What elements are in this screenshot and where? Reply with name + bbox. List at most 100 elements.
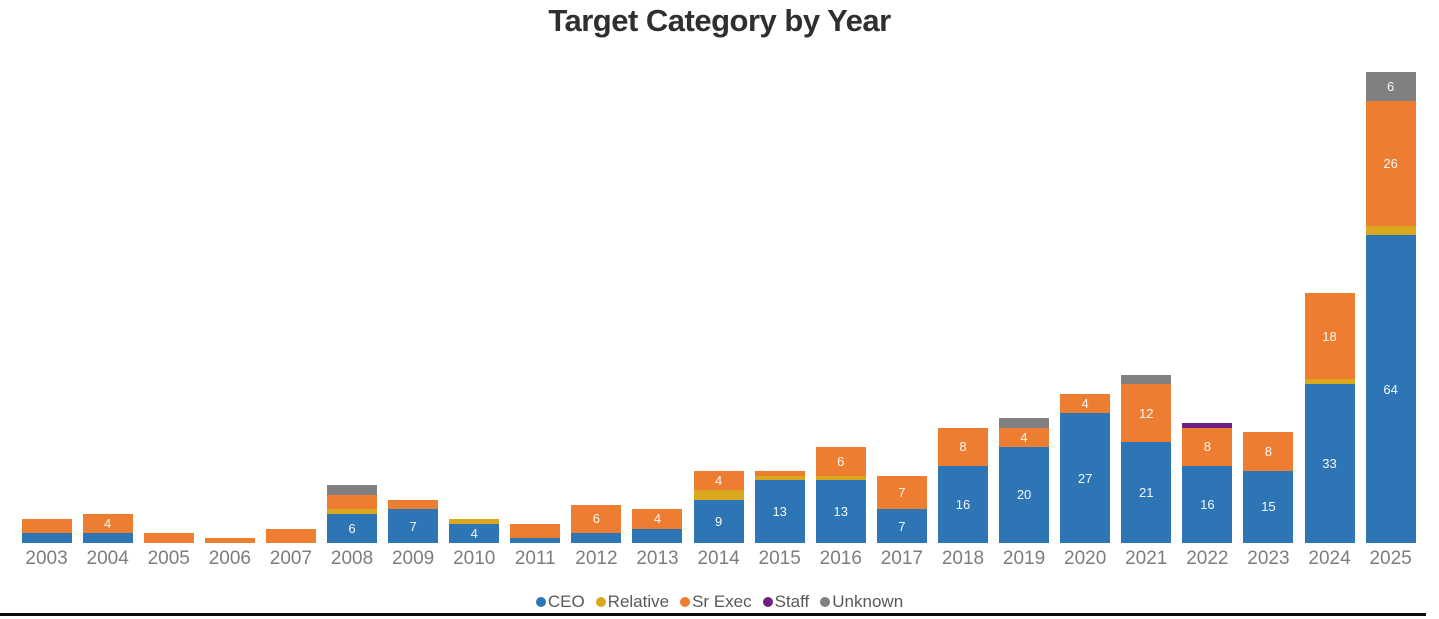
bar-column-2007: 2007 [260,48,321,569]
bar-segment-unknown[interactable] [1121,374,1172,385]
bar-segment-sr-exec[interactable] [21,518,72,534]
bar-value-label: 18 [1322,328,1337,344]
bar-segment-ceo[interactable]: 16 [937,466,988,543]
bar-segment-relative[interactable] [327,509,378,515]
bar-segment-ceo[interactable]: 13 [754,480,805,543]
bar-segment-sr-exec[interactable]: 8 [1243,432,1294,471]
stacked-bar-2010[interactable]: 4 [449,518,500,543]
bar-column-2021: 21 12 2021 [1116,48,1177,569]
stacked-bar-2020[interactable]: 27 4 [1060,393,1111,543]
stacked-bar-2018[interactable]: 16 8 [937,427,988,543]
bar-segment-sr-exec[interactable]: 4 [693,470,744,491]
bar-segment-ceo[interactable]: 7 [388,509,439,543]
stacked-bar-2024[interactable]: 33 18 [1304,292,1355,543]
bar-segment-ceo[interactable]: 13 [815,480,866,543]
x-axis-label: 2013 [636,548,679,569]
bar-segment-relative[interactable] [1365,225,1416,236]
stacked-bar-2015[interactable]: 13 [754,470,805,543]
legend-swatch-icon [820,597,831,607]
bar-segment-ceo[interactable]: 33 [1304,384,1355,543]
bar-segment-sr-exec[interactable]: 6 [815,446,866,476]
bar-segment-relative[interactable] [449,518,500,524]
stacked-bar-2009[interactable]: 7 [388,499,439,543]
bar-segment-relative[interactable] [815,475,866,481]
bar-segment-unknown[interactable] [327,485,378,495]
bar-segment-sr-exec[interactable]: 12 [1121,384,1172,442]
bar-segment-sr-exec[interactable] [265,528,316,543]
legend-label: Relative [607,592,670,611]
bar-segment-ceo[interactable]: 7 [876,509,927,543]
bar-segment-relative[interactable] [693,490,744,500]
bar-segment-ceo[interactable] [571,533,622,543]
bar-segment-sr-exec[interactable] [143,533,194,543]
bar-segment-ceo[interactable]: 6 [327,514,378,543]
legend-item-staff[interactable]: Staff [762,592,809,612]
stacked-bar-2022[interactable]: 16 8 [1182,422,1233,543]
bar-segment-sr-exec[interactable]: 4 [82,514,133,534]
x-axis-label: 2009 [391,548,435,569]
bar-value-label: 64 [1383,381,1398,397]
bar-segment-sr-exec[interactable] [204,538,255,543]
x-axis-label: 2019 [1002,548,1046,569]
stacked-bar-2025[interactable]: 64 26 6 [1365,71,1416,543]
legend-item-sr-exec[interactable]: Sr Exec [680,592,752,612]
bar-segment-sr-exec[interactable] [388,499,439,510]
bar-segment-sr-exec[interactable]: 4 [999,427,1050,447]
bar-segment-ceo[interactable]: 4 [449,523,500,543]
chart-title: Target Category by Year [548,3,891,38]
stacked-bar-2019[interactable]: 20 4 [999,417,1050,543]
stacked-bar-2021[interactable]: 21 12 [1121,374,1172,543]
bar-segment-ceo[interactable]: 64 [1365,235,1416,543]
bar-segment-sr-exec[interactable] [754,470,805,476]
bar-value-label: 8 [1264,444,1273,460]
bar-segment-sr-exec[interactable] [510,523,561,539]
stacked-bar-2011[interactable] [510,523,561,543]
bar-segment-ceo[interactable]: 20 [999,446,1050,543]
bar-segment-unknown[interactable] [999,417,1050,428]
bar-segment-relative[interactable] [1304,379,1355,385]
legend-item-relative[interactable]: Relative [595,592,670,612]
bar-segment-ceo[interactable] [510,538,561,543]
stacked-bar-2023[interactable]: 15 8 [1243,432,1294,543]
stacked-bar-2006[interactable] [204,538,255,543]
bar-segment-ceo[interactable] [21,533,72,543]
bar-segment-ceo[interactable] [632,528,683,543]
bar-value-label: 6 [837,453,845,469]
legend-item-unknown[interactable]: Unknown [820,592,903,612]
stacked-bar-2013[interactable]: 4 [632,509,683,543]
bar-segment-sr-exec[interactable] [327,494,378,510]
stacked-bar-2003[interactable] [21,518,72,543]
stacked-bar-2008[interactable]: 6 [327,485,378,543]
bar-segment-sr-exec[interactable]: 8 [1182,427,1233,467]
bar-segment-sr-exec[interactable]: 8 [937,427,988,467]
x-axis-label: 2014 [697,548,740,569]
bar-segment-ceo[interactable]: 9 [693,499,744,543]
x-axis-label: 2005 [147,548,190,569]
bar-segment-sr-exec[interactable]: 18 [1304,292,1355,380]
bar-segment-sr-exec[interactable]: 4 [632,509,683,529]
bar-value-label: 4 [714,472,723,488]
bar-segment-sr-exec[interactable]: 7 [876,475,927,510]
bar-segment-ceo[interactable]: 15 [1243,470,1294,543]
bar-segment-sr-exec[interactable]: 6 [571,504,622,534]
stacked-bar-2016[interactable]: 13 6 [815,446,866,543]
legend-label: Unknown [832,592,904,611]
bar-segment-ceo[interactable]: 16 [1182,466,1233,543]
bar-segment-ceo[interactable] [82,533,133,543]
bar-segment-staff[interactable] [1182,422,1233,428]
bar-segment-ceo[interactable]: 21 [1121,442,1172,543]
bar-segment-relative[interactable] [754,475,805,481]
stacked-bar-2012[interactable]: 6 [571,504,622,543]
bar-value-label: 4 [1081,396,1089,412]
legend-item-ceo[interactable]: CEO [535,592,585,612]
bar-segment-unknown[interactable]: 6 [1365,71,1416,101]
stacked-bar-2005[interactable] [143,533,194,543]
stacked-bar-2007[interactable] [265,528,316,543]
bar-value-label: 4 [104,516,112,532]
bar-segment-sr-exec[interactable]: 26 [1365,100,1416,226]
bar-segment-ceo[interactable]: 27 [1060,413,1111,543]
bar-segment-sr-exec[interactable]: 4 [1060,393,1111,414]
stacked-bar-2004[interactable]: 4 [82,514,133,543]
